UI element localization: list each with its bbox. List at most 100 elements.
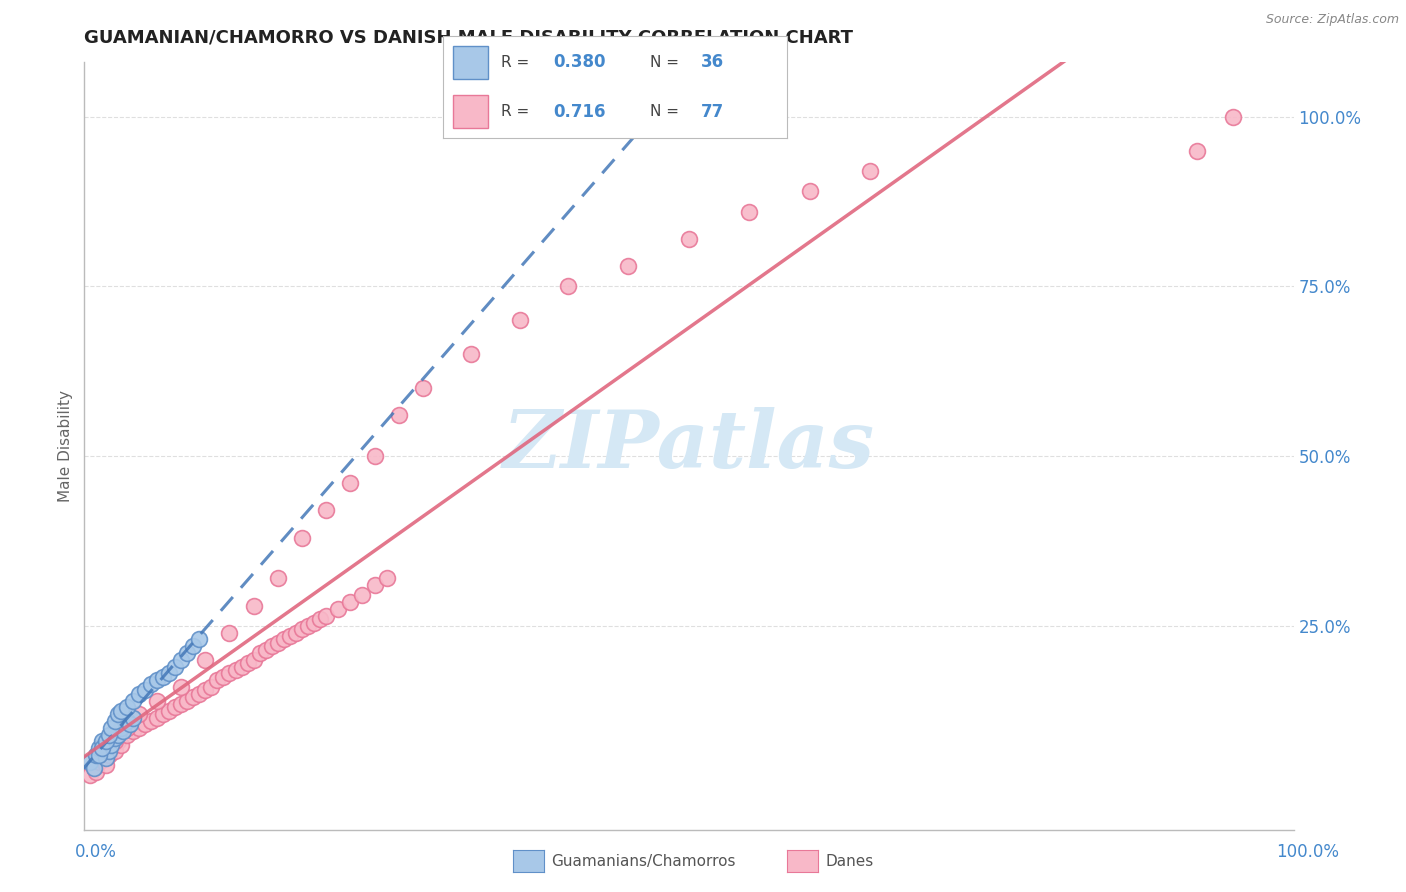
Point	[107, 734, 129, 748]
Point	[94, 758, 117, 772]
Point	[231, 659, 253, 673]
Point	[152, 707, 174, 722]
Text: 0.0%: 0.0%	[75, 843, 117, 861]
Text: 100.0%: 100.0%	[1277, 843, 1339, 861]
Point	[115, 727, 138, 741]
Point	[104, 734, 127, 748]
Text: 0.380: 0.380	[553, 54, 606, 71]
Point	[799, 185, 821, 199]
Point	[188, 687, 211, 701]
Point	[146, 710, 169, 724]
Point	[249, 646, 271, 660]
Point	[121, 693, 143, 707]
Text: GUAMANIAN/CHAMORRO VS DANISH MALE DISABILITY CORRELATION CHART: GUAMANIAN/CHAMORRO VS DANISH MALE DISABI…	[84, 29, 853, 47]
Text: Source: ZipAtlas.com: Source: ZipAtlas.com	[1265, 13, 1399, 27]
Point	[339, 595, 361, 609]
Point	[97, 747, 120, 762]
Text: ZIPatlas: ZIPatlas	[503, 408, 875, 484]
Point	[107, 727, 129, 741]
Point	[375, 571, 398, 585]
Point	[363, 578, 385, 592]
Point	[557, 279, 579, 293]
Point	[121, 710, 143, 724]
Point	[236, 657, 259, 671]
Point	[152, 670, 174, 684]
Point	[128, 687, 150, 701]
Point	[242, 599, 264, 613]
Point	[110, 738, 132, 752]
Point	[83, 762, 105, 776]
Point	[120, 717, 142, 731]
Point	[176, 646, 198, 660]
Y-axis label: Male Disability: Male Disability	[58, 390, 73, 502]
Point	[146, 673, 169, 688]
Point	[115, 700, 138, 714]
Point	[100, 741, 122, 756]
Point	[194, 653, 217, 667]
Point	[115, 721, 138, 735]
Text: N =: N =	[650, 54, 679, 70]
Point	[1222, 110, 1244, 124]
Point	[297, 619, 319, 633]
Point	[267, 636, 290, 650]
Point	[79, 755, 101, 769]
Point	[165, 700, 187, 714]
Point	[339, 476, 361, 491]
Point	[225, 663, 247, 677]
Point	[87, 747, 110, 762]
Point	[328, 602, 350, 616]
Point	[315, 608, 337, 623]
Point	[165, 659, 187, 673]
Point	[1185, 144, 1208, 158]
Point	[157, 704, 180, 718]
Point	[218, 666, 240, 681]
Point	[170, 680, 193, 694]
Point	[254, 642, 277, 657]
Point	[181, 640, 204, 654]
Point	[146, 693, 169, 707]
Point	[134, 717, 156, 731]
Point	[91, 751, 114, 765]
Point	[94, 734, 117, 748]
Point	[110, 704, 132, 718]
Point	[94, 741, 117, 756]
Point	[176, 693, 198, 707]
Point	[104, 731, 127, 745]
Point	[738, 204, 761, 219]
Point	[139, 714, 162, 728]
Bar	[453, 45, 488, 78]
Point	[104, 714, 127, 728]
Text: Guamanians/Chamorros: Guamanians/Chamorros	[551, 854, 735, 869]
Point	[260, 640, 283, 654]
Text: Danes: Danes	[825, 854, 873, 869]
Point	[128, 707, 150, 722]
Point	[509, 313, 531, 327]
Point	[139, 676, 162, 690]
Point	[170, 653, 193, 667]
Point	[87, 747, 110, 762]
Point	[194, 683, 217, 698]
Point	[86, 747, 108, 762]
Point	[352, 588, 374, 602]
Point	[291, 622, 314, 636]
Point	[170, 697, 193, 711]
Point	[412, 381, 434, 395]
Text: 36: 36	[702, 54, 724, 71]
Point	[94, 751, 117, 765]
Point	[859, 164, 882, 178]
Point	[267, 571, 290, 585]
Point	[273, 632, 295, 647]
Point	[157, 666, 180, 681]
Point	[188, 632, 211, 647]
Point	[291, 531, 314, 545]
Point	[218, 625, 240, 640]
Point	[207, 673, 229, 688]
Point	[115, 714, 138, 728]
Bar	[453, 95, 488, 128]
Point	[284, 625, 308, 640]
Point	[242, 653, 264, 667]
Point	[91, 741, 114, 756]
Point	[83, 762, 105, 776]
Point	[100, 721, 122, 735]
Point	[363, 449, 385, 463]
